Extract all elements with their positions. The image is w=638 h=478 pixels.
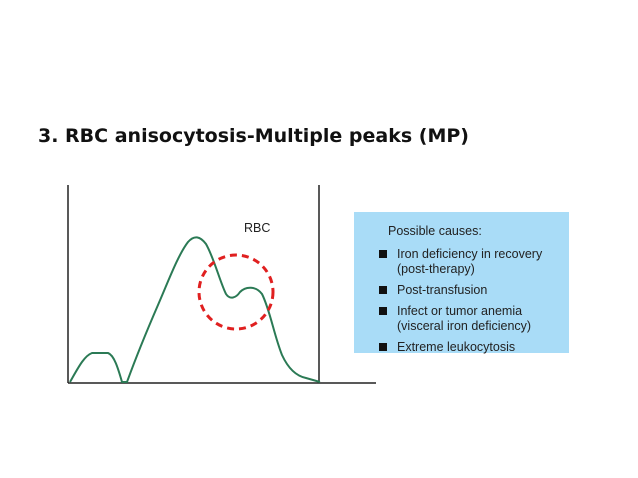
- rbc-curve: [69, 236, 321, 383]
- highlight-circle: [197, 253, 275, 331]
- curve-label: RBC: [244, 221, 270, 235]
- box-background: [354, 212, 569, 353]
- bullet: [379, 343, 387, 351]
- causes-box: Possible causes: Iron deficiency in reco…: [354, 212, 569, 354]
- cause-text: (visceral iron deficiency): [397, 319, 531, 333]
- causes-heading: Possible causes:: [388, 224, 482, 238]
- cause-text: Post-transfusion: [397, 283, 487, 297]
- cause-text: Infect or tumor anemia: [397, 304, 522, 318]
- bullet: [379, 307, 387, 315]
- histogram: RBC: [67, 185, 376, 384]
- cause-text: (post-therapy): [397, 262, 475, 276]
- bullet: [379, 250, 387, 258]
- bullet: [379, 286, 387, 294]
- slide-title: 3. RBC anisocytosis-Multiple peaks (MP): [38, 125, 469, 147]
- cause-text: Iron deficiency in recovery: [397, 247, 543, 261]
- cause-text: Extreme leukocytosis: [397, 340, 515, 354]
